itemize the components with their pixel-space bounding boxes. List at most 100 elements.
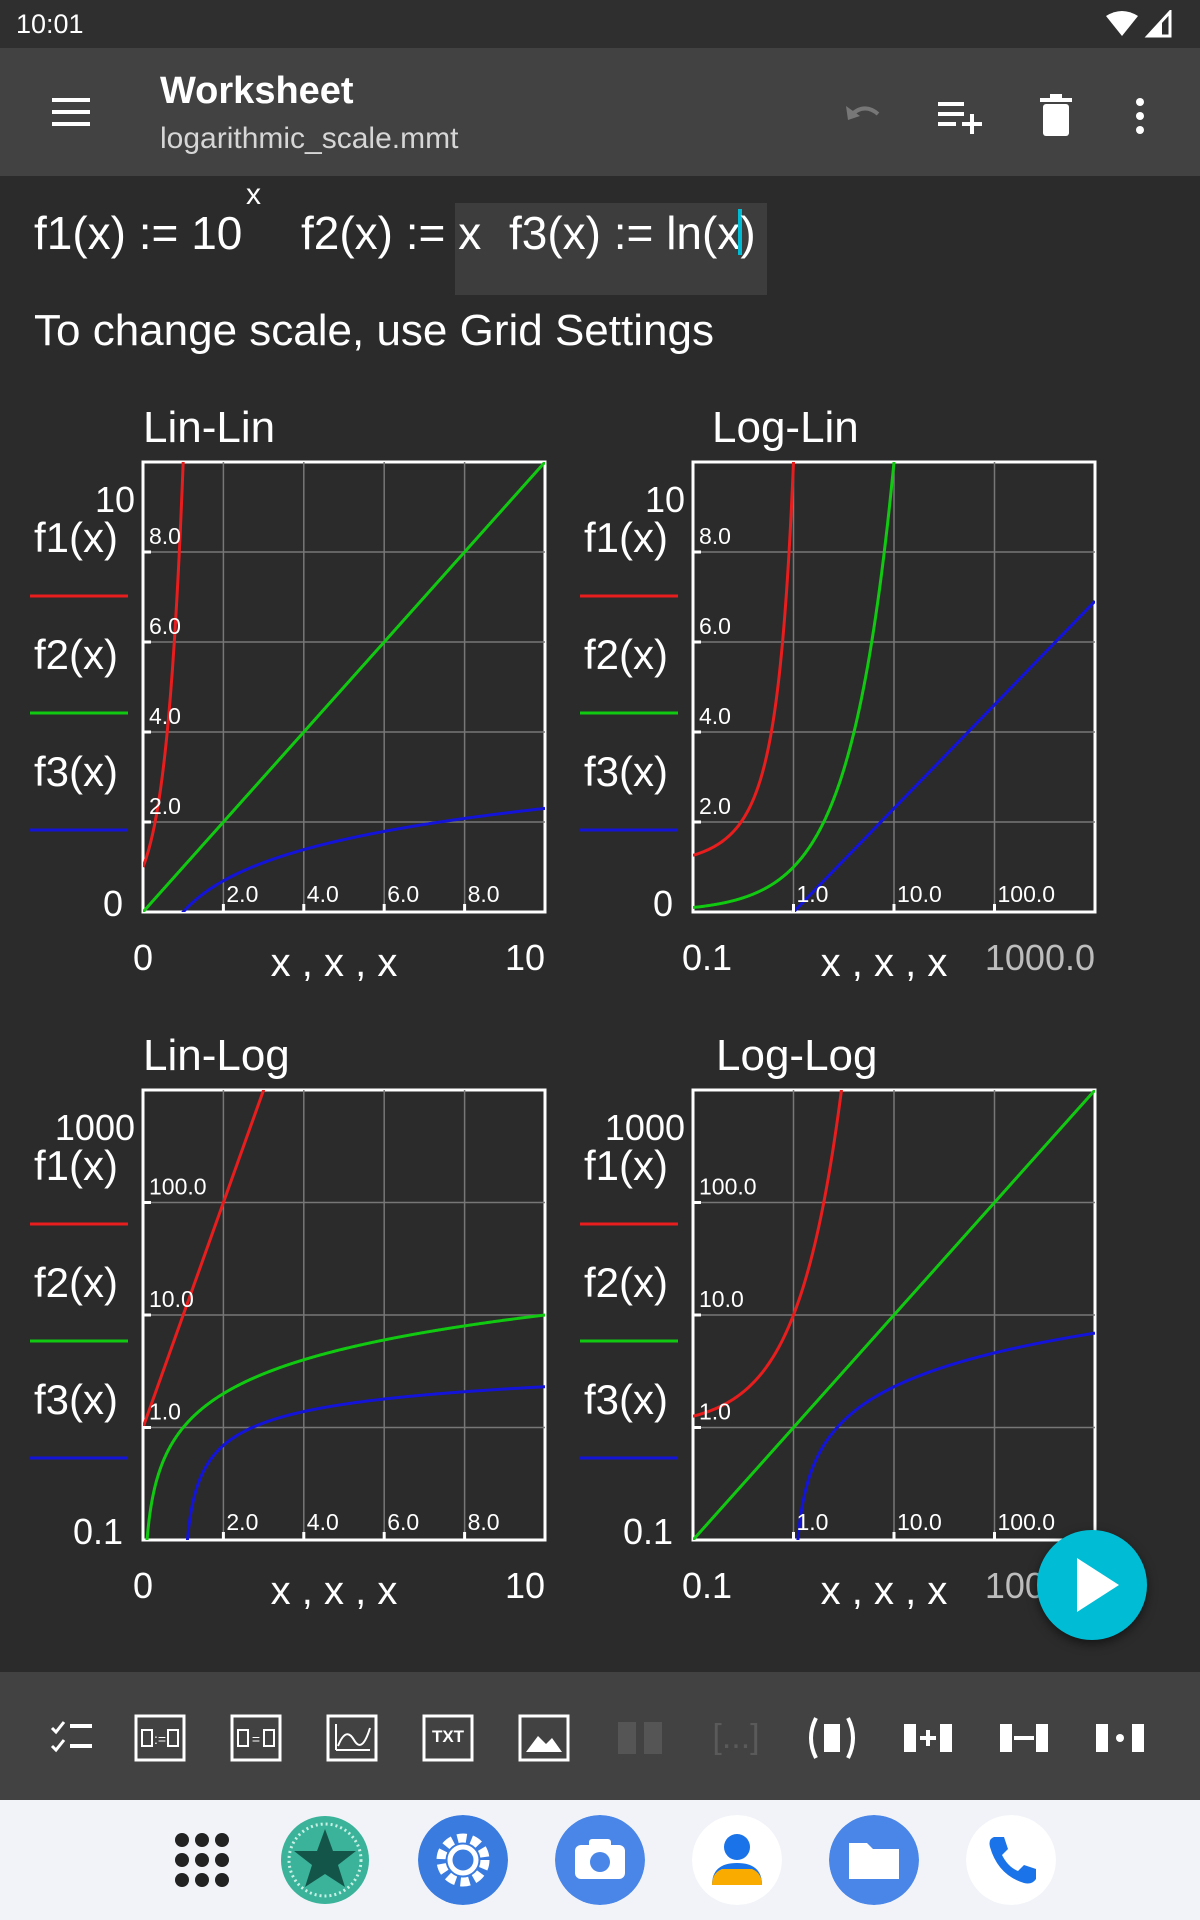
run-button[interactable] xyxy=(1037,1530,1147,1640)
x-max-label: 10 xyxy=(505,937,545,978)
series-line-f3x xyxy=(791,600,1095,912)
app-title: Worksheet xyxy=(160,70,354,112)
legend-label: f2(x) xyxy=(584,1259,668,1306)
x-tick-label: 100.0 xyxy=(998,1509,1056,1535)
menu-icon[interactable] xyxy=(36,88,100,136)
y-min-label: 0.1 xyxy=(623,1511,673,1552)
phone-icon[interactable] xyxy=(966,1815,1056,1905)
subtract-term-icon[interactable] xyxy=(996,1710,1052,1766)
add-line-icon[interactable] xyxy=(932,88,988,144)
formula-f1[interactable]: f1(x) := 10 x xyxy=(34,178,261,260)
play-icon xyxy=(1077,1558,1119,1612)
x-tick-label: 6.0 xyxy=(387,881,419,907)
insert-toolbar: := = TXT [...] xyxy=(0,1672,1200,1800)
y-tick-label: 10.0 xyxy=(699,1286,744,1312)
x-axis-label: x , x , x xyxy=(271,941,398,985)
brackets-icon[interactable]: [...] xyxy=(706,1710,762,1766)
formula-equation-icon[interactable]: = xyxy=(228,1710,284,1766)
plot-title: Log-Log xyxy=(716,1031,877,1080)
multiply-term-icon[interactable] xyxy=(1092,1710,1148,1766)
series-line-f2x xyxy=(145,1313,545,1540)
legend-label: f2(x) xyxy=(34,631,118,678)
x-tick-label: 1.0 xyxy=(797,1509,829,1535)
plot-title: Log-Lin xyxy=(712,403,859,452)
y-tick-label: 4.0 xyxy=(699,703,731,729)
plot-icon[interactable] xyxy=(324,1710,380,1766)
x-tick-label: 4.0 xyxy=(307,1509,339,1535)
image-icon[interactable] xyxy=(516,1710,572,1766)
y-tick-label: 1.0 xyxy=(149,1399,181,1425)
text-fragment-icon[interactable]: TXT xyxy=(420,1710,476,1766)
undo-icon[interactable] xyxy=(836,88,892,144)
series-line-f2x xyxy=(143,462,545,912)
y-tick-label: 2.0 xyxy=(699,793,731,819)
files-icon[interactable] xyxy=(829,1815,919,1905)
series-line-f3x xyxy=(796,1331,1095,1540)
y-min-label: 0 xyxy=(103,883,123,924)
legend-label: f1(x) xyxy=(34,1142,118,1189)
y-min-label: 0.1 xyxy=(73,1511,123,1552)
svg-text:=: = xyxy=(252,1731,260,1747)
plot-lin-lin[interactable]: Lin-Lin 2.0 4.0 6.0 8.0 2.0 4.0 6.0 8.0 10 00 10 x ,… xyxy=(30,370,547,1078)
plot-log-lin[interactable]: Log-Lin 1.0 10.0 100.0 2.0 4.0 6.0 8.0 10 00.1 100… xyxy=(580,370,1097,1016)
x-tick-label: 10.0 xyxy=(897,881,942,907)
signal-icons xyxy=(1106,10,1172,38)
app-dock xyxy=(0,1800,1200,1920)
status-bar: 10:01 xyxy=(0,0,1200,48)
formula-define-icon[interactable]: := xyxy=(132,1710,188,1766)
x-tick-label: 1.0 xyxy=(797,881,829,907)
x-tick-label: 2.0 xyxy=(226,881,258,907)
formula-f1-text: f1(x) := 10 xyxy=(34,207,243,259)
series-line-f1x xyxy=(143,1090,266,1429)
x-tick-label: 100.0 xyxy=(998,881,1056,907)
y-tick-label: 8.0 xyxy=(149,523,181,549)
y-tick-label: 4.0 xyxy=(149,703,181,729)
cellular-icon xyxy=(1144,10,1172,38)
x-min-label: 0 xyxy=(133,1565,153,1606)
x-tick-label: 8.0 xyxy=(468,881,500,907)
x-max-label: 10 xyxy=(505,1565,545,1606)
formula-f1-exponent: x xyxy=(246,178,261,211)
y-tick-label: 100.0 xyxy=(149,1174,207,1200)
app-bar: Worksheet logarithmic_scale.mmt xyxy=(0,48,1200,176)
wifi-icon xyxy=(1106,11,1138,36)
y-tick-label: 100.0 xyxy=(699,1174,757,1200)
plot-title: Lin-Lin xyxy=(143,403,275,452)
app-grid-icon[interactable] xyxy=(157,1815,247,1905)
series-line-f3x xyxy=(181,806,545,912)
x-axis-label: x , x , x xyxy=(821,941,948,985)
brackets-label: [...] xyxy=(712,1718,760,1756)
f3-edit-box[interactable] xyxy=(455,203,767,295)
x-min-label: 0.1 xyxy=(682,1565,732,1606)
paste-icon[interactable] xyxy=(612,1710,668,1766)
y-max-label: 1000 xyxy=(55,1107,135,1148)
formula-f3-text: f3(x) := ln(x xyxy=(509,207,741,259)
series-line-f2x xyxy=(693,1090,1095,1540)
checklist-icon[interactable] xyxy=(44,1710,100,1766)
more-vert-icon[interactable] xyxy=(1112,88,1168,144)
grid-settings-note: To change scale, use Grid Settings xyxy=(34,306,714,355)
series-line-f3x xyxy=(185,1385,545,1540)
y-min-label: 0 xyxy=(653,883,673,924)
settings-icon[interactable] xyxy=(418,1815,508,1905)
y-max-label: 1000 xyxy=(605,1107,685,1148)
formula-f3-close: ) xyxy=(740,207,756,259)
x-min-label: 0 xyxy=(133,937,153,978)
x-tick-label: 10.0 xyxy=(897,1509,942,1535)
contacts-icon[interactable] xyxy=(692,1815,782,1905)
delete-icon[interactable] xyxy=(1028,88,1084,144)
parentheses-icon[interactable] xyxy=(804,1710,860,1766)
microMathematics-icon[interactable] xyxy=(280,1815,370,1905)
formula-f2-text: f2(x) := x xyxy=(301,207,482,259)
camera-icon[interactable] xyxy=(555,1815,645,1905)
legend-label: f1(x) xyxy=(584,514,668,561)
formula-f3[interactable]: f3(x) := ln(x) xyxy=(509,206,756,260)
add-term-icon[interactable] xyxy=(900,1710,956,1766)
formula-f2[interactable]: f2(x) := x xyxy=(301,206,481,260)
legend-label: f2(x) xyxy=(34,1259,118,1306)
series-line-f1x xyxy=(693,1090,843,1418)
x-tick-label: 4.0 xyxy=(307,881,339,907)
